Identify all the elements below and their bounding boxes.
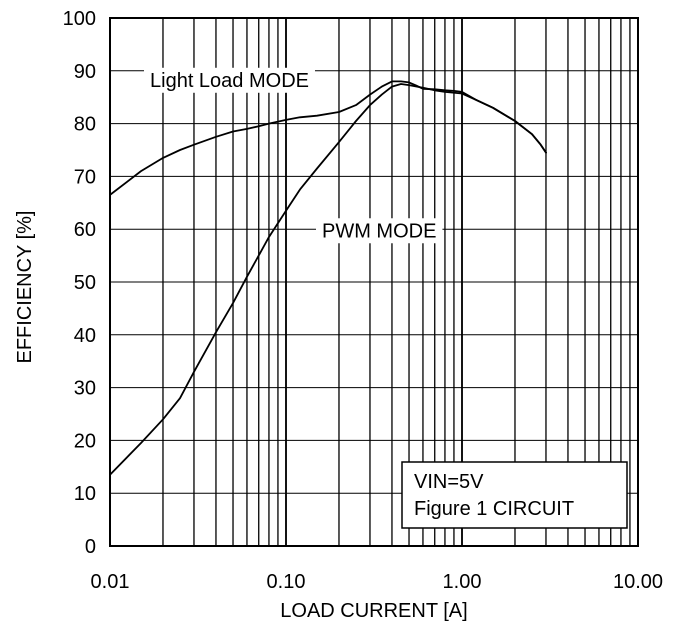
y-tick-label: 90 [74, 61, 96, 83]
y-tick-label: 50 [74, 272, 96, 294]
x-axis-title: LOAD CURRENT [A] [280, 600, 467, 622]
y-tick-label: 80 [74, 114, 96, 136]
condition-circuit: Figure 1 CIRCUIT [414, 498, 574, 520]
y-tick-label: 10 [74, 483, 96, 505]
y-tick-label: 40 [74, 325, 96, 347]
condition-box [401, 461, 628, 529]
series-line-pwm-mode [109, 83, 547, 476]
x-tick-labels: 0.01 0.10 1.00 10.00 [91, 571, 664, 593]
y-axis-title: EFFICIENCY [%] [14, 211, 36, 364]
x-tick-label: 0.10 [267, 571, 306, 593]
pwm-mode-label: PWM MODE [322, 220, 436, 242]
y-tick-labels: 0 10 20 30 40 50 60 70 80 90 100 [63, 8, 96, 558]
x-tick-label: 10.00 [613, 571, 663, 593]
plot-frame [109, 17, 639, 547]
y-tick-label: 70 [74, 166, 96, 188]
light-load-mode-label: Light Load MODE [150, 70, 309, 92]
y-tick-label: 100 [63, 8, 96, 30]
x-tick-label: 1.00 [443, 571, 482, 593]
series-curves [109, 80, 547, 476]
y-tick-label: 0 [85, 536, 96, 558]
light-load-label-background [144, 67, 315, 93]
y-tick-label: 60 [74, 219, 96, 241]
pwm-label-background [316, 218, 443, 244]
x-tick-label: 0.01 [91, 571, 130, 593]
condition-vin: VIN=5V [414, 471, 484, 493]
y-tick-label: 30 [74, 378, 96, 400]
y-tick-label: 20 [74, 430, 96, 452]
